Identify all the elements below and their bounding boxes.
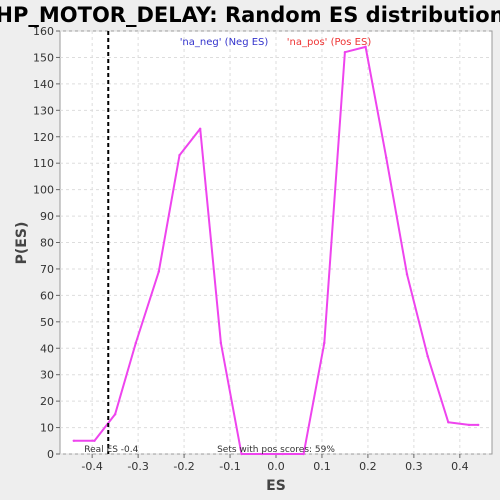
legend-entry-neg: 'na_neg' (Neg ES) (180, 37, 269, 48)
y-tick-label: 80 (40, 237, 54, 250)
x-tick-label: -0.1 (219, 460, 240, 473)
y-tick-label: 120 (33, 131, 54, 144)
data-point (219, 341, 223, 345)
data-point (240, 452, 243, 456)
y-tick-label: 130 (33, 104, 54, 117)
y-tick-label: 40 (40, 342, 54, 355)
data-point (477, 423, 480, 427)
x-tick-label: 0.4 (451, 460, 469, 473)
data-point (447, 421, 450, 424)
x-tick-label: 0.3 (405, 460, 423, 473)
data-point (302, 452, 305, 456)
y-tick-label: 60 (40, 289, 54, 302)
data-point (281, 452, 285, 456)
y-tick-label: 30 (40, 369, 54, 382)
y-tick-label: 160 (33, 25, 54, 38)
y-tick-label: 70 (40, 263, 54, 276)
chart-title: HP_MOTOR_DELAY: Random ES distribution (0, 3, 500, 27)
data-point (385, 156, 388, 160)
data-point (72, 439, 75, 442)
data-point (93, 439, 96, 442)
y-tick-label: 50 (40, 316, 54, 329)
data-point (113, 413, 117, 416)
y-tick-label: 150 (33, 51, 54, 64)
x-tick-label: -0.2 (173, 460, 194, 473)
y-axis-ticks: 0 10 20 30 40 50 60 70 80 90 100 110 120 130 140 150 160 (33, 25, 60, 461)
data-point (323, 341, 326, 345)
y-tick-label: 100 (33, 184, 54, 197)
series-group (72, 45, 480, 456)
x-tick-label: 0.0 (267, 460, 285, 473)
x-tick-label: -0.4 (81, 460, 102, 473)
x-tick-label: 0.1 (313, 460, 331, 473)
pos-scores-annotation: Sets with pos scores: 59% (217, 445, 335, 455)
data-point (426, 354, 429, 358)
data-point (364, 45, 367, 49)
y-tick-label: 90 (40, 210, 54, 223)
real-es-label: Real ES -0.4 (84, 445, 138, 455)
y-tick-label: 10 (40, 422, 54, 435)
y-tick-label: 110 (33, 157, 54, 170)
data-point (198, 127, 202, 131)
x-axis-ticks: -0.4 -0.3 -0.2 -0.1 0.0 0.1 0.2 0.3 0.4 (81, 454, 469, 473)
data-point (134, 341, 138, 345)
y-tick-label: 20 (40, 395, 54, 408)
data-point (261, 452, 264, 456)
data-point (405, 273, 409, 276)
legend-entry-pos: 'na_pos' (Pos ES) (287, 37, 372, 48)
x-tick-label: 0.2 (359, 460, 377, 473)
data-point (343, 50, 347, 54)
data-point (157, 270, 161, 273)
y-axis-label: P(ES) (14, 222, 30, 265)
data-point (467, 423, 471, 427)
y-tick-label: 0 (47, 448, 54, 461)
y-tick-label: 140 (33, 78, 54, 91)
data-point (178, 154, 181, 157)
x-axis-label: ES (266, 478, 286, 494)
x-tick-label: -0.3 (127, 460, 148, 473)
